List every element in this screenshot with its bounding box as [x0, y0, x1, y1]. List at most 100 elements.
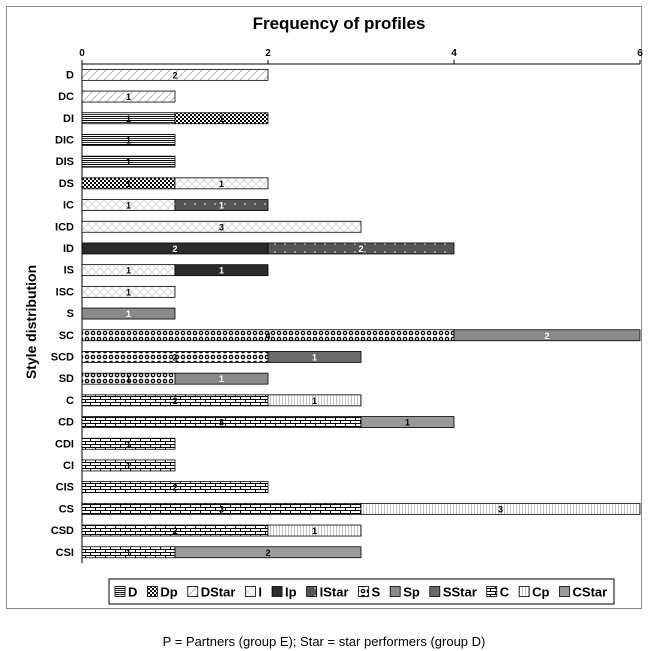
- category-label: SCD: [51, 351, 74, 363]
- category-label: D: [66, 69, 74, 81]
- chart-frame: [6, 6, 642, 609]
- axes: 0 2 4 6 D DC DI DIC DIS DS IC ICD ID IS ISC S SC SCD SD C CD…: [51, 48, 643, 564]
- category-label: SC: [59, 330, 74, 342]
- data-label: 1: [126, 201, 131, 211]
- legend-swatch-s: [358, 586, 369, 597]
- bar-segment-i: [81, 220, 362, 233]
- legend-swatch-istar: [306, 586, 318, 597]
- bar-segment-c: [81, 481, 269, 494]
- bar-segment-d: [81, 155, 176, 168]
- legend-label: SStar: [443, 585, 477, 600]
- data-label: 1: [219, 266, 224, 276]
- x-tick-label: 0: [79, 48, 85, 59]
- bar-segment-dstar: [81, 68, 269, 81]
- bar-segment-istar: [174, 199, 269, 211]
- data-label: 3: [219, 504, 224, 514]
- data-label: 2: [544, 331, 549, 341]
- category-label: S: [67, 308, 74, 320]
- data-label: 1: [219, 114, 224, 124]
- legend-swatch-d: [114, 586, 126, 597]
- category-label: C: [66, 395, 74, 407]
- chart-title: Frequency of profiles: [253, 14, 426, 33]
- legend-swatch-cstar: [559, 586, 570, 597]
- bar-segment-cstar: [360, 416, 455, 428]
- category-label: CDI: [55, 438, 74, 450]
- data-label: 1: [405, 418, 410, 428]
- legend-label: I: [258, 585, 262, 600]
- data-label: 2: [172, 483, 177, 493]
- legend-label: D: [128, 585, 137, 600]
- category-label: DI: [63, 113, 74, 125]
- category-label: CIS: [56, 482, 74, 494]
- category-label: CD: [58, 417, 74, 429]
- footnote: P = Partners (group E); Star = star perf…: [162, 634, 486, 649]
- bar-segment-cp: [360, 502, 641, 515]
- y-axis-label: Style distribution: [23, 265, 39, 379]
- data-label: 1: [126, 439, 131, 449]
- data-label: 1: [312, 396, 317, 406]
- bar-segment-sp: [453, 329, 641, 342]
- data-label: 1: [126, 287, 131, 297]
- legend-swatch-ip: [271, 586, 283, 597]
- x-tick-label: 2: [265, 48, 271, 59]
- chart: Frequency of profiles Style distribution…: [23, 14, 643, 605]
- data-label: 2: [172, 244, 177, 254]
- data-label: 3: [498, 504, 503, 514]
- data-label: 1: [126, 157, 131, 167]
- bar-segment-c: [81, 459, 176, 472]
- data-label: 1: [219, 201, 224, 211]
- data-label: 3: [219, 418, 224, 428]
- legend-label: Dp: [160, 585, 177, 600]
- data-label: 1: [126, 135, 131, 145]
- bar-segment-sp: [174, 372, 269, 385]
- legend-label: S: [372, 585, 381, 600]
- data-label: 1: [219, 179, 224, 189]
- data-label: 1: [126, 461, 131, 471]
- bar-segment-c: [81, 437, 176, 450]
- legend-label: Cp: [532, 585, 549, 600]
- data-label: 1: [126, 92, 131, 102]
- legend-swatch-c: [486, 586, 498, 597]
- data-label: 2: [172, 526, 177, 536]
- data-label: 2: [358, 244, 363, 254]
- bar-segment-ip: [174, 264, 269, 277]
- data-label: 1: [219, 374, 224, 384]
- data-label: 1: [126, 179, 131, 189]
- legend-label: CStar: [573, 585, 608, 600]
- data-label: 4: [265, 331, 270, 341]
- data-label: 1: [312, 352, 317, 362]
- data-label: 2: [172, 396, 177, 406]
- bars: 2 1 1 1 1 1 1 1 1 1 3 2 2 1 1 1 1 4 2 2 1 1 1 2 1 3 1 1 1 2 3 3 2 1 1 2: [81, 68, 641, 559]
- x-tick-label: 6: [637, 48, 643, 59]
- legend-swatch-dp: [146, 586, 158, 597]
- data-label: 2: [265, 548, 270, 558]
- category-label: IS: [64, 265, 74, 277]
- x-tick-label: 4: [451, 48, 457, 59]
- bar-segment-d: [81, 134, 176, 146]
- bar-segment-cstar: [174, 546, 362, 559]
- category-label: CSD: [51, 525, 74, 537]
- category-label: IC: [63, 200, 74, 212]
- bar-segment-cp: [267, 394, 362, 407]
- bar-segment-istar: [267, 242, 455, 255]
- legend-label: Sp: [403, 585, 420, 600]
- category-label: CSI: [56, 547, 74, 559]
- bar-segment-i: [174, 177, 269, 190]
- category-label: DC: [58, 91, 74, 103]
- data-label: 1: [126, 548, 131, 558]
- data-label: 1: [126, 266, 131, 276]
- category-label: ICD: [55, 221, 74, 233]
- category-label: ID: [63, 243, 74, 255]
- legend-swatch-cp: [518, 586, 530, 597]
- legend-swatch-sstar: [429, 586, 441, 597]
- data-label: 3: [219, 222, 224, 232]
- category-label: CS: [59, 503, 74, 515]
- data-label: 1: [126, 114, 131, 124]
- legend-swatch-dstar: [187, 586, 199, 597]
- category-label: ISC: [56, 286, 74, 298]
- bar-segment-dp: [174, 112, 269, 125]
- category-label: DIC: [55, 134, 74, 146]
- legend-label: Ip: [285, 585, 297, 600]
- bar-segment-dstar: [81, 90, 176, 103]
- data-label: 1: [312, 526, 317, 536]
